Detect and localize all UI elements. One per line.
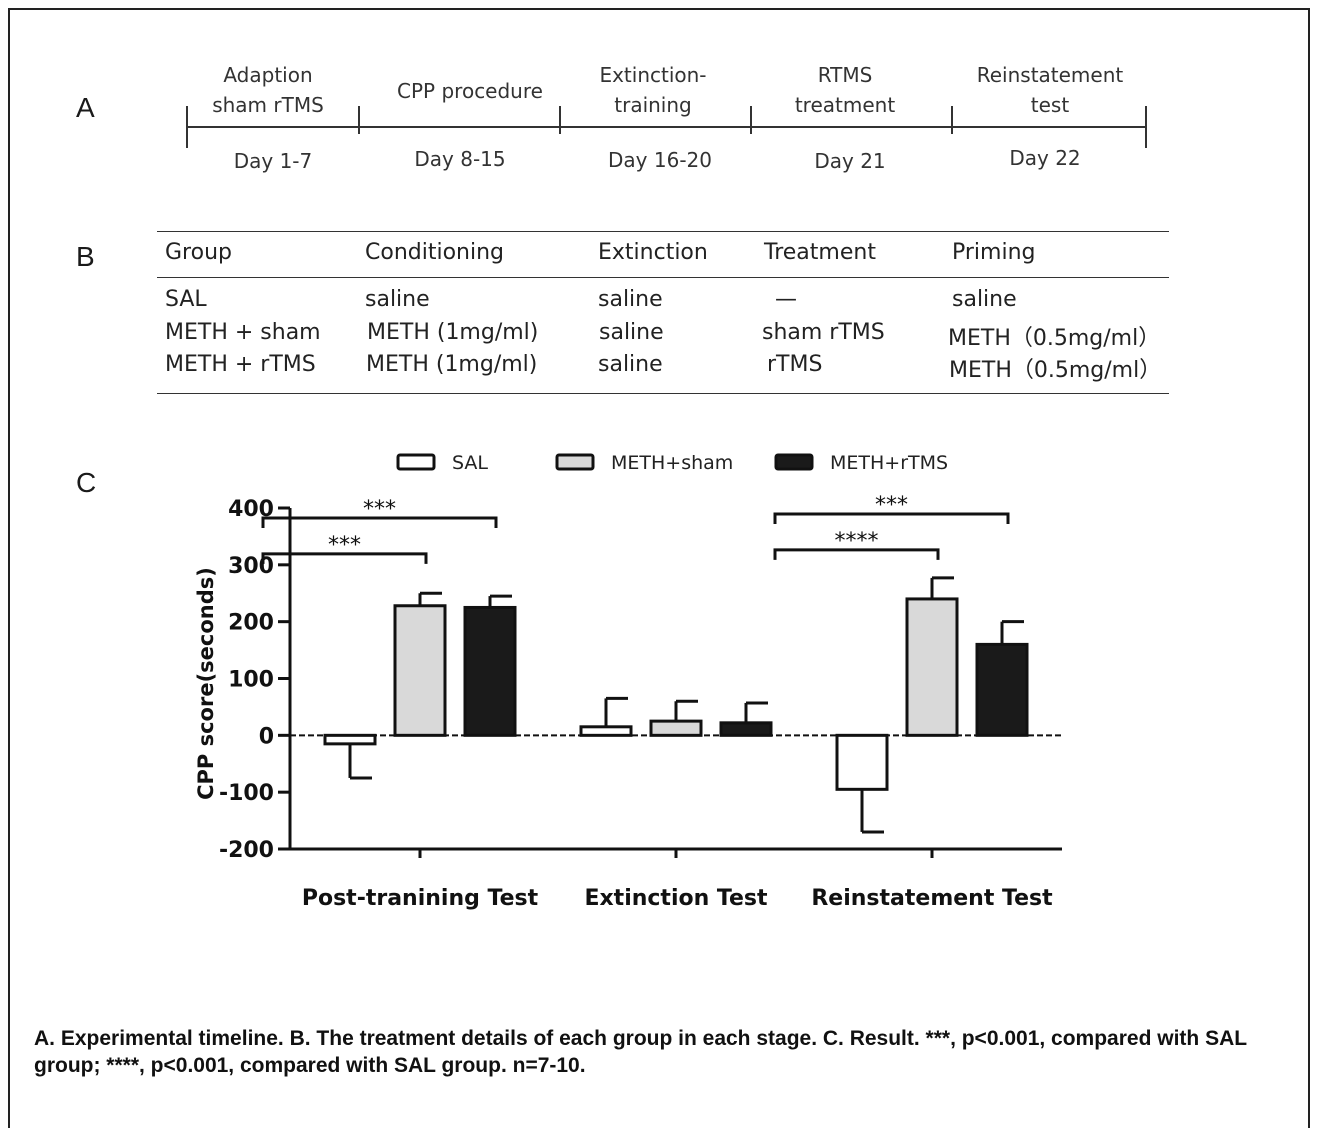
legend-label: SAL	[452, 452, 488, 474]
x-tick-label: Reinstatement Test	[811, 886, 1053, 911]
legend-swatch	[396, 453, 436, 471]
table-cell: saline	[598, 287, 663, 312]
table-cell: saline	[365, 287, 430, 312]
significance-label: ****	[835, 529, 879, 554]
y-tick-label: -100	[219, 781, 274, 806]
table-cell: METH (1mg/ml)	[366, 352, 538, 377]
figure-caption: A. Experimental timeline. B. The treatme…	[34, 1027, 1247, 1077]
timeline-day-label: Day 16-20	[608, 148, 712, 172]
timeline	[186, 106, 1147, 148]
panel-label-c: C	[76, 467, 97, 498]
table-cell: METH（0.5mg/ml）	[948, 326, 1161, 351]
y-axis-label: CPP score(seconds)	[194, 567, 218, 800]
figure-frame	[8, 8, 1310, 1128]
table-cell: METH（0.5mg/ml）	[949, 358, 1162, 383]
table-header-conditioning: Conditioning	[365, 240, 505, 265]
significance-label: ***	[363, 497, 396, 522]
bar	[835, 733, 889, 791]
timeline-stage-label: RTMS treatment	[794, 63, 896, 117]
timeline-day-label: Day 8-15	[414, 147, 506, 171]
table-cell: —	[775, 287, 797, 312]
table-header-treatment: Treatment	[764, 240, 876, 265]
timeline-stage-label: Extinction-training	[599, 63, 707, 117]
timeline-day-label: Day 21	[814, 149, 886, 173]
panel-label-b: B	[76, 241, 95, 272]
table-cell: sham rTMS	[762, 320, 885, 345]
table-header-extinction: Extinction	[598, 240, 708, 265]
timeline-day-label: Day 1-7	[233, 149, 313, 173]
significance-bracket	[773, 512, 1010, 524]
bar	[975, 642, 1029, 737]
timeline-stage-label: CPP procedure	[397, 79, 543, 103]
y-tick-label: -200	[219, 838, 274, 863]
bar	[719, 721, 773, 737]
bar	[393, 604, 447, 737]
timeline-stage-label: Reinstatement test	[976, 63, 1124, 117]
bar	[905, 597, 959, 737]
significance-bracket	[261, 516, 498, 528]
panel-label-a: A	[76, 92, 95, 123]
table-cell: METH + rTMS	[165, 352, 316, 377]
legend-label: METH+sham	[611, 452, 733, 474]
x-tick-label: Post-tranining Test	[302, 886, 539, 911]
significance-bracket	[261, 552, 428, 564]
table-header-rule	[157, 277, 1169, 278]
table-top-rule	[157, 231, 1169, 232]
y-tick-label: 100	[228, 668, 274, 693]
legend-label: METH+rTMS	[830, 452, 948, 474]
table-cell: METH (1mg/ml)	[367, 320, 539, 345]
significance-label: ***	[875, 493, 908, 518]
legend-swatch	[555, 453, 595, 471]
table-cell: saline	[598, 352, 663, 377]
bar	[649, 719, 703, 737]
bar	[579, 725, 633, 737]
table-header-priming: Priming	[952, 240, 1036, 265]
bar	[323, 733, 377, 746]
significance-label: ***	[328, 533, 361, 558]
y-tick-label: 300	[228, 554, 274, 579]
significance-bracket	[773, 548, 940, 560]
table-cell: SAL	[165, 287, 207, 312]
table-cell: rTMS	[767, 352, 823, 377]
table-cell: saline	[599, 320, 664, 345]
table-cell: saline	[952, 287, 1017, 312]
y-tick-label: 0	[259, 724, 274, 749]
bar	[463, 605, 517, 737]
table-header-group: Group	[165, 240, 232, 265]
timeline-stage-label: Adaption sham rTMS	[212, 63, 324, 117]
y-tick-label: 200	[228, 611, 274, 636]
x-tick-label: Extinction Test	[584, 886, 768, 911]
timeline-day-label: Day 22	[1009, 146, 1081, 170]
legend-swatch	[774, 453, 814, 471]
table-bottom-rule	[157, 393, 1169, 394]
table-cell: METH + sham	[165, 320, 321, 345]
